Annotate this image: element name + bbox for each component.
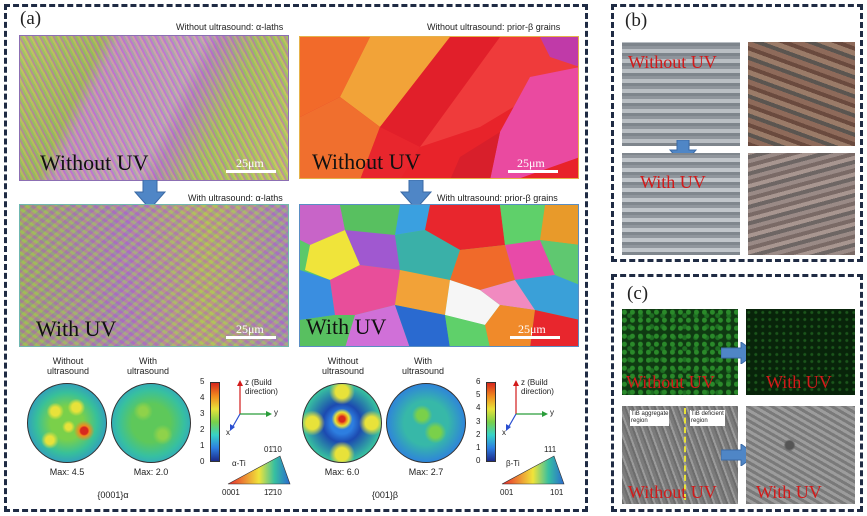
label-with-uv-beta: With UV [306,314,387,339]
pole-figure-alpha-with [111,383,191,463]
micrograph-alpha-with [19,204,289,347]
axis-z-alpha: z (Build direction) [245,378,278,396]
cbar-alpha-1: 1 [200,441,205,450]
axis-x-alpha: x [226,428,230,437]
photo-deposit-without [622,42,740,146]
ipf-beta-phase: β-Ti [506,459,520,468]
axis-x-beta: x [502,428,506,437]
axes-icon-alpha [226,378,286,438]
caption-with-beta: With ultrasound: prior-β grains [437,193,558,203]
label-without-uv-b: Without UV [628,52,717,72]
cbar-beta-4: 4 [476,403,481,412]
label-with-uv-b: With UV [640,172,706,192]
ipf-alpha-top: 01̄10 [264,445,282,454]
ipf-beta-top: 111 [544,445,557,454]
cbar-beta-6: 6 [476,377,481,386]
label-with-uv-alpha: With UV [36,316,117,341]
sem-with [746,406,855,504]
cbar-alpha-3: 3 [200,409,205,418]
axis-y-beta: y [550,408,554,417]
pf-beta-with-title: With ultrasound [401,356,445,376]
arrow-down-alpha [133,179,167,210]
ipf-alpha-br: 1̄2̄10 [264,488,282,497]
panel-c-frame [611,274,863,512]
pf-beta-plane: {001}β [371,490,399,500]
pole-figure-beta-without [302,383,382,463]
label-with-uv-c: With UV [766,372,832,392]
scale-bar-2 [508,170,558,173]
pf-beta-without-title: Without ultrasound [321,356,365,376]
pf-alpha-with-title: With ultrasound [126,356,170,376]
photo-deposit-with [622,153,740,255]
pole-figure-alpha-without [27,383,107,463]
colorbar-alpha [210,382,220,462]
label-without-uv-c: Without UV [626,372,715,392]
eds-map-with [746,309,855,395]
cbar-alpha-0: 0 [200,457,205,466]
panel-c-label: (c) [627,283,649,304]
cbar-beta-1: 1 [476,443,481,452]
ipf-alpha-phase: α-Ti [232,459,246,468]
label-with-uv-c2: With UV [756,482,822,502]
cbar-beta-3: 3 [476,417,481,426]
cbar-beta-5: 5 [476,390,481,399]
cbar-alpha-2: 2 [200,425,205,434]
axis-z-beta: z (Build direction) [521,378,554,396]
panel-a-frame [4,4,588,512]
tib-aggregate-label: TiB aggregate region [630,410,670,426]
caption-without-beta: Without ultrasound: prior-β grains [427,22,561,32]
ipf-beta-bl: 001 [500,488,514,497]
pf-alpha-max1: Max: 4.5 [49,467,85,477]
pf-beta-max2: Max: 2.7 [408,467,444,477]
scale-bar-4 [510,336,560,339]
caption-with-alpha: With ultrasound: α-laths [188,193,283,203]
eds-map-without [622,309,738,395]
micrograph-beta-without [299,36,579,179]
cbar-alpha-5: 5 [200,377,205,386]
panel-a-label: (a) [20,8,42,29]
pf-alpha-plane: {0001}α [97,490,129,500]
tib-boundary-line [684,408,688,500]
cbar-alpha-4: 4 [200,393,205,402]
scale-text-4: 25μm [518,322,546,336]
caption-without-alpha: Without ultrasound: α-laths [176,22,284,32]
label-without-uv-beta: Without UV [312,149,421,174]
micrograph-alpha-without [19,35,289,181]
panel-b-frame [611,4,863,262]
scale-bar-3 [226,336,276,339]
micrograph-beta-with [299,204,579,347]
axes-icon-beta [502,378,562,438]
pf-alpha-max2: Max: 2.0 [133,467,169,477]
scale-bar-1 [226,170,276,173]
pole-figure-beta-with [386,383,466,463]
ipf-alpha-bl: 0001 [222,488,240,497]
arrow-down-beta [399,179,433,210]
photo-zoom-without [748,42,855,146]
axis-y-alpha: y [274,408,278,417]
ipf-triangle-alpha [226,455,292,485]
photo-zoom-with [748,153,855,255]
ipf-beta-br: 101 [550,488,564,497]
tib-deficient-label: TiB deficient region [690,410,725,426]
colorbar-beta [486,382,496,462]
cbar-beta-0: 0 [476,456,481,465]
scale-text-1: 25μm [236,156,264,170]
cbar-beta-2: 2 [476,430,481,439]
label-without-uv-alpha: Without UV [40,150,149,175]
pf-alpha-without-title: Without ultrasound [46,356,90,376]
scale-text-2: 25μm [517,156,545,170]
pf-beta-max1: Max: 6.0 [324,467,360,477]
ipf-triangle-beta [500,455,566,485]
panel-b-label: (b) [625,10,648,31]
scale-text-3: 25μm [236,322,264,336]
label-without-uv-c2: Without UV [628,482,717,502]
